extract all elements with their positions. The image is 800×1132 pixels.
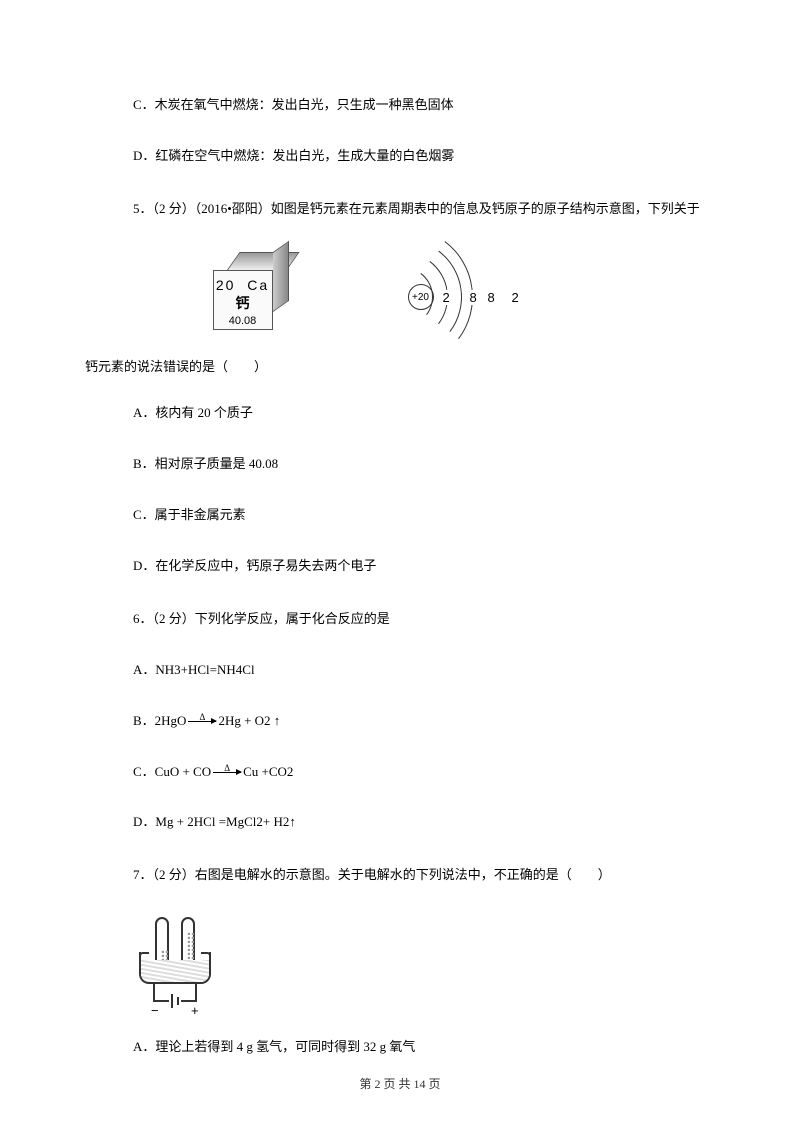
beaker: [139, 952, 211, 984]
q5-option-d: D．在化学反应中，钙原子易失去两个电子: [133, 556, 715, 577]
shell-4: 2: [512, 290, 519, 305]
shell-3: 8: [488, 290, 495, 305]
electrolysis-diagram: − +: [133, 917, 218, 1012]
q5-figure: 20 Ca 钙 40.08 +20 2 8 8 2: [85, 250, 715, 345]
q6-option-d: D．Mg + 2HCl =MgCl2+ H2↑: [133, 812, 715, 833]
negative-terminal: −: [151, 1003, 159, 1018]
atomic-mass: 40.08: [214, 315, 272, 327]
q6-option-b: B．2HgOΔ2Hg + O2 ↑: [133, 711, 715, 732]
positive-terminal: +: [191, 1003, 199, 1018]
periodic-table-cell: 20 Ca 钙 40.08: [213, 252, 298, 342]
reaction-arrow-icon: Δ: [213, 772, 241, 773]
q5-stem-part1: 5．（2 分）（2016•邵阳）如图是钙元素在元素周期表中的信息及钙原子的原子结…: [133, 197, 715, 220]
battery-icon: [169, 994, 181, 1008]
element-symbol: Ca: [247, 277, 269, 293]
q5-option-a: A．核内有 20 个质子: [133, 403, 715, 424]
atomic-number: 20: [216, 277, 236, 293]
atom-structure-diagram: +20 2 8 8 2: [388, 242, 588, 352]
q-prev-option-c: C．木炭在氧气中燃烧：发出白光，只生成一种黑色固体: [133, 95, 715, 116]
q6-stem: 6．（2 分）下列化学反应，属于化合反应的是: [133, 607, 715, 630]
q5-option-b: B．相对原子质量是 40.08: [133, 454, 715, 475]
element-name: 钙: [214, 293, 272, 313]
q7-stem: 7．（2 分）右图是电解水的示意图。关于电解水的下列说法中，不正确的是（ ）: [133, 863, 715, 886]
q7-option-a: A．理论上若得到 4 g 氢气，可同时得到 32 g 氧气: [133, 1037, 715, 1058]
q6-option-a: A．NH3+HCl=NH4Cl: [133, 660, 715, 681]
q6-option-c: C．CuO + COΔCu +CO2: [133, 762, 715, 783]
q5-option-c: C．属于非金属元素: [133, 505, 715, 526]
page-footer: 第 2 页 共 14 页: [0, 1075, 800, 1092]
shell-2: 8: [470, 290, 477, 305]
q-prev-option-d: D．红磷在空气中燃烧：发出白光，生成大量的白色烟雾: [133, 146, 715, 167]
reaction-arrow-icon: Δ: [188, 721, 216, 722]
shell-1: 2: [443, 290, 450, 305]
